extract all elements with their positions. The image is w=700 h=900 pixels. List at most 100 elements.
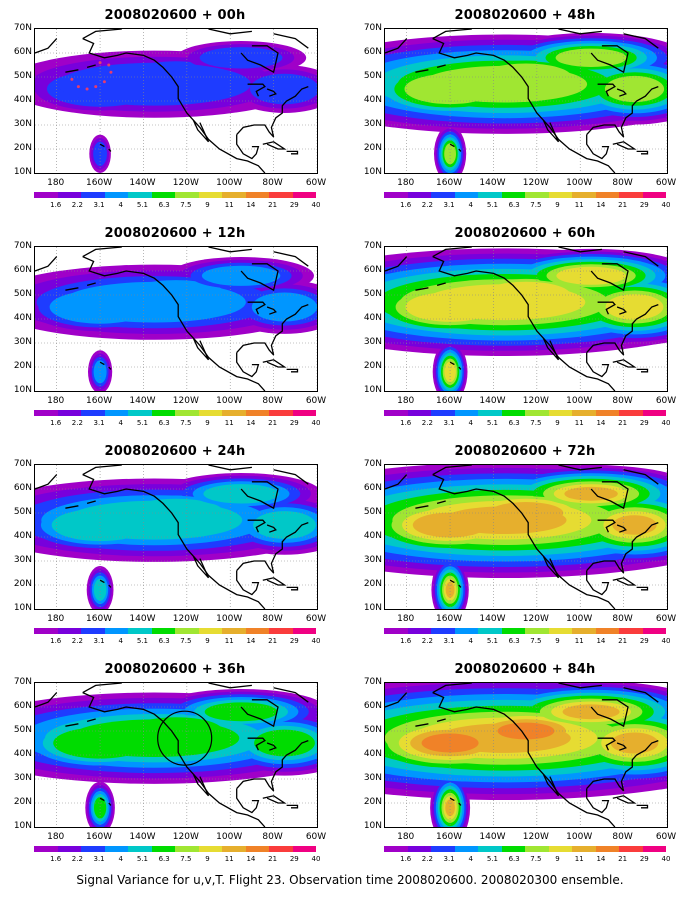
lat-tick-label: 40N: [13, 749, 32, 759]
colorbar-label: 9: [205, 419, 210, 427]
colorbar-swatch: [198, 410, 222, 416]
colorbar-label: 21: [618, 201, 628, 209]
colorbar-swatch: [175, 628, 199, 634]
colorbar-swatch: [104, 846, 128, 852]
colorbar-swatch: [407, 628, 431, 634]
panel-title: 2008020600 + 48h: [454, 8, 596, 23]
colorbar-label: 7.5: [530, 855, 542, 863]
lon-tick-label: 140W: [129, 396, 156, 406]
colorbar-label: 2.2: [421, 419, 433, 427]
colorbar-swatch: [292, 192, 316, 198]
flight-track-dot: [76, 85, 80, 89]
colorbar-swatch: [595, 628, 619, 634]
colorbar-swatch: [34, 192, 58, 198]
lat-tick-label: 60N: [363, 701, 382, 711]
colorbar-swatch: [245, 846, 269, 852]
colorbar-label: 6.3: [158, 201, 170, 209]
colorbar-swatch: [245, 410, 269, 416]
colorbar-swatch: [222, 192, 246, 198]
colorbar-labels: 1.6 2.2 3.1 4 5.1 6.3 7.5 9 11 14 21 29 40: [34, 419, 320, 429]
lat-tick-label: 40N: [363, 313, 382, 323]
contour-map: [35, 465, 317, 609]
colorbar-label: 29: [639, 419, 649, 427]
colorbar-label: 2.2: [71, 637, 83, 645]
lat-tick-label: 10N: [363, 821, 382, 831]
lat-tick-label: 60N: [363, 483, 382, 493]
colorbar-swatch: [384, 628, 408, 634]
colorbar-swatch: [548, 628, 572, 634]
colorbar-labels: 1.6 2.2 3.1 4 5.1 6.3 7.5 9 11 14 21 29 40: [34, 855, 320, 865]
colorbar-label: 5.1: [136, 637, 149, 645]
lat-tick-label: 50N: [363, 289, 382, 299]
flight-track-dot: [109, 70, 113, 74]
colorbar-label: 7.5: [180, 201, 192, 209]
lat-tick-label: 20N: [13, 797, 32, 807]
contour-map: [385, 29, 667, 173]
lon-tick-label: 60W: [305, 614, 327, 624]
lat-tick-label: 40N: [363, 749, 382, 759]
colorbar-swatch: [151, 192, 175, 198]
lat-tick-label: 70N: [13, 459, 32, 469]
map-area: [384, 464, 668, 610]
colorbar-label: 14: [596, 637, 606, 645]
lon-tick-label: 80W: [612, 396, 633, 406]
lat-tick-label: 20N: [13, 143, 32, 153]
colorbar-swatch: [431, 192, 455, 198]
colorbar-swatch: [104, 628, 128, 634]
lon-tick-label: 180: [397, 832, 415, 842]
lat-tick-label: 50N: [363, 725, 382, 735]
lat-tick-label: 10N: [13, 821, 32, 831]
lon-tick-label: 80W: [262, 178, 283, 188]
lat-tick-label: 30N: [363, 773, 382, 783]
colorbar: [34, 192, 316, 198]
colorbar-swatch: [572, 410, 596, 416]
colorbar-swatch: [642, 628, 666, 634]
colorbar-swatch: [151, 846, 175, 852]
colorbar-swatch: [292, 410, 316, 416]
colorbar-swatch: [407, 410, 431, 416]
colorbar-swatch: [245, 192, 269, 198]
map-panel: 2008020600 + 24h 70N 60N 50N 40N 30N 20N 10N 180…: [0, 444, 340, 660]
colorbar-label: 40: [661, 419, 671, 427]
lon-tick-label: 160W: [436, 178, 463, 188]
flight-track-dot: [98, 61, 102, 65]
colorbar-label: 4: [118, 637, 123, 645]
colorbar-swatch: [572, 846, 596, 852]
colorbar-swatch: [501, 846, 525, 852]
colorbar-label: 3.1: [93, 419, 105, 427]
colorbar-swatch: [595, 846, 619, 852]
colorbar-label: 6.3: [508, 201, 520, 209]
colorbar-label: 4: [468, 855, 473, 863]
colorbar-label: 7.5: [180, 419, 192, 427]
colorbar-swatch: [269, 846, 293, 852]
colorbar-label: 9: [555, 201, 560, 209]
colorbar-label: 1.6: [400, 419, 412, 427]
lon-tick-label: 140W: [479, 396, 506, 406]
colorbar: [384, 628, 666, 634]
colorbar-label: 29: [289, 637, 299, 645]
colorbar-label: 5.1: [486, 855, 499, 863]
map-panel: 2008020600 + 36h 70N 60N 50N 40N 30N 20N 10N 180…: [0, 662, 340, 878]
lat-tick-label: 20N: [363, 579, 382, 589]
colorbar-label: 14: [246, 419, 256, 427]
lat-tick-label: 50N: [363, 71, 382, 81]
lon-tick-label: 100W: [216, 832, 243, 842]
lat-tick-label: 50N: [13, 71, 32, 81]
colorbar-label: 11: [224, 419, 234, 427]
map-panel: 2008020600 + 84h 70N 60N 50N 40N 30N 20N 10N 180…: [350, 662, 690, 878]
colorbar-swatch: [104, 410, 128, 416]
lon-tick-label: 120W: [172, 178, 199, 188]
lat-tick-label: 70N: [363, 677, 382, 687]
colorbar-swatch: [34, 410, 58, 416]
lat-tick-label: 50N: [13, 725, 32, 735]
lon-tick-label: 60W: [655, 614, 677, 624]
colorbar-label: 40: [661, 201, 671, 209]
colorbar-swatch: [269, 410, 293, 416]
lon-tick-label: 100W: [216, 614, 243, 624]
colorbar-swatch: [431, 846, 455, 852]
colorbar-swatch: [128, 846, 152, 852]
map-panel: 2008020600 + 48h 70N 60N 50N 40N 30N 20N 10N 180…: [350, 8, 690, 224]
lon-tick-label: 80W: [262, 832, 283, 842]
lon-tick-label: 180: [47, 614, 65, 624]
map-panel: 2008020600 + 12h 70N 60N 50N 40N 30N 20N 10N 180…: [0, 226, 340, 442]
